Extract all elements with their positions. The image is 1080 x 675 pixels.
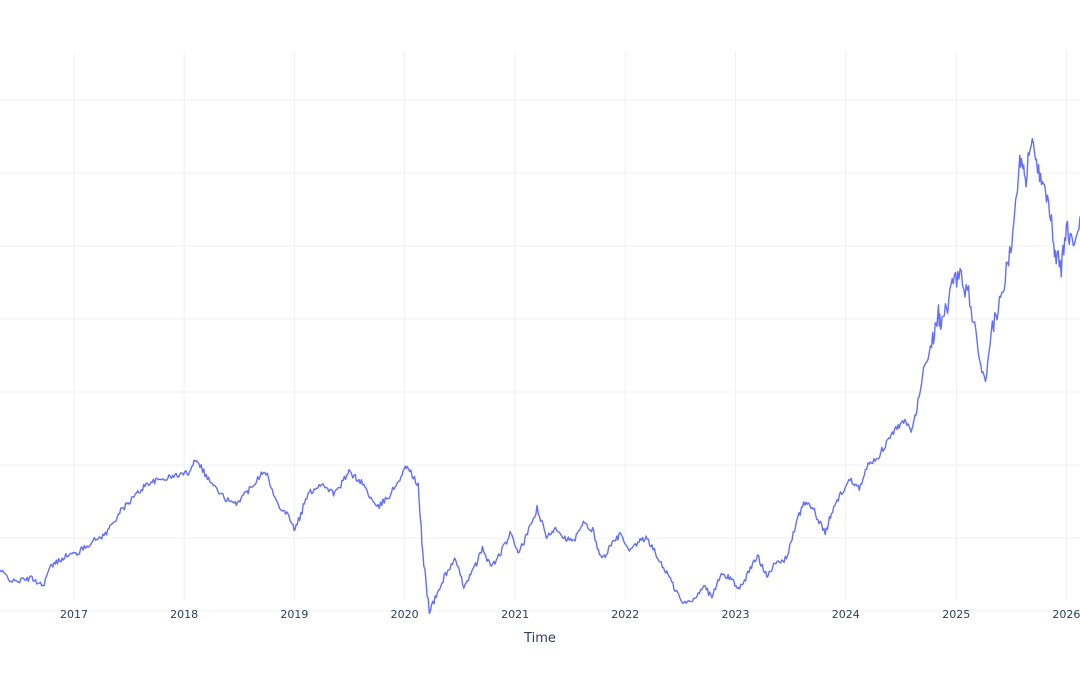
x-tick-labels: 2017 2018 2019 2020 2021 2022 2023 2024 2025 2026 bbox=[60, 608, 1080, 621]
x-gridlines bbox=[73, 52, 1067, 600]
y-gridlines bbox=[0, 99, 1080, 612]
x-tick-label: 2023 bbox=[721, 608, 749, 621]
x-tick-label: 2022 bbox=[611, 608, 639, 621]
series-layer bbox=[0, 138, 1080, 615]
x-tick-label: 2026 bbox=[1052, 608, 1080, 621]
x-axis-title: Time bbox=[523, 631, 556, 646]
x-tick-label: 2017 bbox=[60, 608, 88, 621]
x-tick-label: 2025 bbox=[942, 608, 970, 621]
x-tick-label: 2018 bbox=[170, 608, 198, 621]
x-tick-label: 2024 bbox=[832, 608, 860, 621]
x-tick-label: 2021 bbox=[501, 608, 529, 621]
series-line bbox=[0, 138, 1080, 615]
x-tick-label: 2019 bbox=[280, 608, 308, 621]
x-tick-label: 2020 bbox=[391, 608, 419, 621]
